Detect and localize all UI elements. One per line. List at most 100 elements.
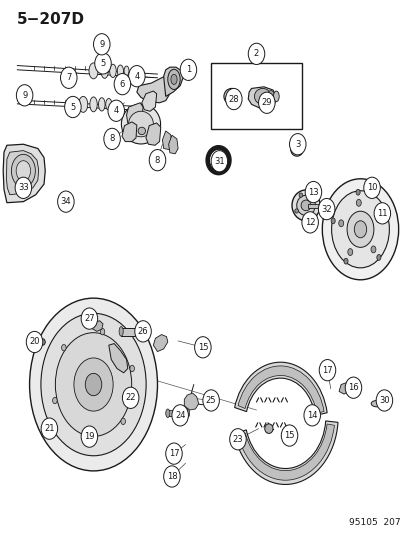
Circle shape (165, 443, 182, 464)
Text: 32: 32 (320, 205, 331, 214)
Ellipse shape (343, 258, 347, 264)
Circle shape (122, 387, 139, 408)
Wedge shape (238, 424, 334, 480)
Ellipse shape (16, 161, 31, 181)
Circle shape (15, 177, 31, 198)
Circle shape (26, 332, 43, 353)
Ellipse shape (356, 199, 361, 206)
Polygon shape (3, 144, 45, 203)
Ellipse shape (171, 74, 177, 84)
Bar (121, 328, 144, 336)
Polygon shape (92, 321, 103, 332)
Text: 19: 19 (84, 432, 95, 441)
Ellipse shape (29, 298, 157, 471)
Ellipse shape (55, 333, 131, 437)
Ellipse shape (355, 189, 359, 195)
Text: 4: 4 (134, 71, 139, 80)
Circle shape (194, 337, 211, 358)
Ellipse shape (90, 97, 97, 112)
Text: 30: 30 (378, 396, 389, 405)
Text: 15: 15 (197, 343, 208, 352)
Text: 22: 22 (125, 393, 135, 402)
Ellipse shape (85, 373, 102, 395)
Ellipse shape (121, 104, 160, 144)
Ellipse shape (138, 127, 145, 135)
Circle shape (225, 88, 242, 110)
Ellipse shape (346, 211, 373, 247)
Polygon shape (137, 74, 173, 103)
Ellipse shape (117, 65, 123, 77)
Ellipse shape (101, 63, 108, 78)
Text: 2: 2 (253, 50, 259, 58)
Circle shape (64, 96, 81, 118)
Polygon shape (142, 91, 156, 111)
Ellipse shape (376, 254, 380, 260)
Circle shape (163, 466, 180, 487)
Circle shape (93, 34, 110, 55)
Ellipse shape (119, 327, 123, 336)
Ellipse shape (78, 96, 88, 112)
Ellipse shape (300, 200, 310, 211)
Text: 20: 20 (29, 337, 40, 346)
Ellipse shape (18, 186, 23, 193)
Bar (167, 410, 187, 416)
Circle shape (104, 128, 120, 150)
Circle shape (301, 212, 318, 233)
Text: 27: 27 (84, 314, 95, 323)
Ellipse shape (273, 91, 278, 102)
Ellipse shape (82, 434, 87, 441)
Text: 29: 29 (261, 98, 271, 107)
Polygon shape (7, 151, 38, 195)
Text: 18: 18 (166, 472, 177, 481)
Ellipse shape (291, 190, 319, 221)
Text: 16: 16 (347, 383, 358, 392)
Text: 31: 31 (214, 157, 224, 166)
Text: 25: 25 (205, 396, 216, 405)
Bar (211, 63, 301, 130)
Circle shape (258, 92, 274, 114)
Ellipse shape (12, 155, 35, 187)
Circle shape (303, 405, 320, 426)
Ellipse shape (293, 146, 299, 153)
Polygon shape (162, 131, 171, 150)
Text: 4: 4 (113, 106, 119, 115)
Ellipse shape (267, 91, 274, 102)
Circle shape (60, 67, 77, 88)
Ellipse shape (52, 398, 57, 403)
Polygon shape (122, 122, 137, 142)
Circle shape (81, 426, 97, 447)
Circle shape (41, 418, 57, 439)
Text: 24: 24 (175, 411, 185, 420)
Polygon shape (109, 344, 128, 373)
Text: 33: 33 (18, 183, 28, 192)
Ellipse shape (121, 418, 125, 425)
Ellipse shape (105, 99, 112, 110)
Circle shape (114, 74, 131, 95)
Ellipse shape (227, 92, 236, 101)
Ellipse shape (338, 220, 343, 227)
Ellipse shape (185, 409, 189, 417)
Circle shape (57, 191, 74, 212)
Polygon shape (230, 93, 240, 102)
Polygon shape (168, 135, 178, 154)
Circle shape (17, 85, 33, 106)
Ellipse shape (142, 327, 145, 336)
Circle shape (135, 321, 151, 342)
Wedge shape (234, 421, 337, 484)
Ellipse shape (296, 195, 315, 215)
Text: 28: 28 (228, 94, 239, 103)
Text: 11: 11 (376, 209, 387, 218)
Ellipse shape (41, 313, 146, 456)
Circle shape (375, 390, 392, 411)
Ellipse shape (128, 111, 153, 137)
Ellipse shape (89, 63, 98, 79)
Text: 21: 21 (44, 424, 55, 433)
Text: 95105  207: 95105 207 (349, 518, 400, 527)
Ellipse shape (330, 218, 335, 224)
Text: 13: 13 (307, 188, 318, 197)
Wedge shape (237, 366, 323, 414)
Polygon shape (163, 67, 183, 96)
Text: 3: 3 (294, 140, 300, 149)
Circle shape (344, 377, 361, 398)
Circle shape (289, 134, 305, 155)
